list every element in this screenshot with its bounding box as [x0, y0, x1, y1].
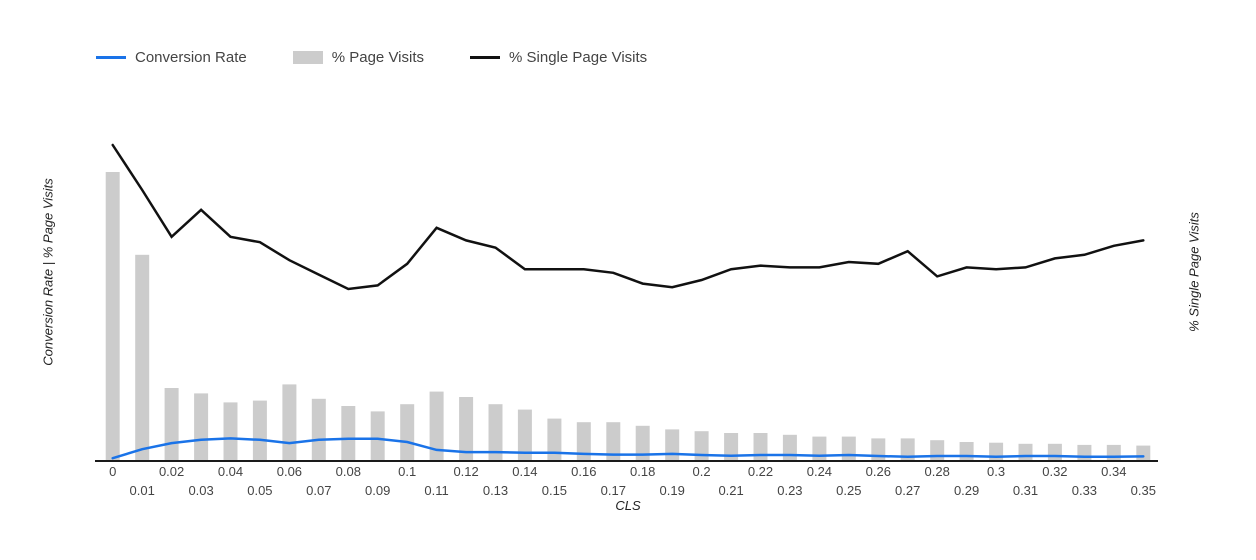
page-visits-bar[interactable]: [724, 433, 739, 460]
x-tick-label: 0.16: [571, 464, 596, 479]
y-left-axis-title: Conversion Rate | % Page Visits: [40, 178, 56, 366]
page-visits-bar[interactable]: [871, 438, 886, 460]
x-tick-label: 0.11: [424, 483, 448, 498]
x-tick-label: 0.34: [1101, 464, 1126, 479]
legend-item-single-page-visits: % Single Page Visits: [470, 49, 647, 66]
x-tick-label: 0.01: [130, 483, 155, 498]
legend-label-page-visits: % Page Visits: [331, 49, 425, 66]
page-visits-bar[interactable]: [1136, 445, 1151, 460]
x-tick-label: 0.12: [453, 464, 478, 479]
legend-label-conversion-rate: Conversion Rate: [135, 49, 247, 66]
page-visits-bar[interactable]: [517, 409, 532, 460]
y-right-axis-title: % Single Page Visits: [1186, 212, 1202, 332]
x-tick-label: 0.06: [277, 464, 302, 479]
page-visits-bar[interactable]: [429, 391, 444, 460]
page-visits-bar[interactable]: [547, 418, 562, 460]
page-visits-bar[interactable]: [665, 429, 680, 460]
page-visits-bar[interactable]: [252, 400, 267, 460]
x-tick-label: 0.02: [159, 464, 184, 479]
x-tick-label: 0.15: [542, 483, 567, 498]
page-visits-bar[interactable]: [282, 384, 297, 460]
x-tick-label: 0.32: [1042, 464, 1067, 479]
conversion-rate-line-swatch: [96, 56, 126, 59]
x-tick-label: 0.18: [630, 464, 655, 479]
x-tick-label: 0.14: [512, 464, 537, 479]
x-tick-label: 0.35: [1131, 483, 1156, 498]
page-visits-bar[interactable]: [105, 172, 120, 460]
page-visits-bar[interactable]: [812, 436, 827, 460]
page-visits-bar[interactable]: [488, 404, 503, 460]
legend-label-single-page-visits: % Single Page Visits: [509, 49, 648, 66]
x-tick-label: 0.31: [1013, 483, 1038, 498]
x-tick-label: 0: [109, 464, 116, 479]
x-tick-label: 0.1: [398, 464, 416, 479]
page-visits-bar[interactable]: [194, 393, 209, 460]
x-tick-label: 0.04: [218, 464, 243, 479]
page-visits-bar[interactable]: [900, 438, 915, 460]
conversion-rate-line[interactable]: [111, 437, 1145, 460]
page-visits-bar[interactable]: [135, 254, 150, 460]
legend-item-page-visits: % Page Visits: [292, 49, 425, 66]
page-visits-bar[interactable]: [223, 402, 238, 460]
x-tick-label: 0.3: [987, 464, 1005, 479]
single-page-visits-line-swatch: [470, 56, 501, 59]
page-visits-bar[interactable]: [576, 422, 591, 460]
page-visits-bar[interactable]: [311, 398, 326, 460]
page-visits-bar[interactable]: [400, 404, 415, 460]
chart-legend: Conversion Rate % Page Visits % Single P…: [96, 49, 647, 66]
x-tick-label: 0.2: [693, 464, 711, 479]
x-tick-label: 0.08: [336, 464, 361, 479]
x-tick-label: 0.33: [1072, 483, 1097, 498]
page-visits-bar[interactable]: [606, 422, 621, 460]
x-tick-label: 0.19: [660, 483, 685, 498]
x-tick-label: 0.29: [954, 483, 979, 498]
page-visits-bar[interactable]: [164, 388, 179, 460]
page-visits-bar[interactable]: [370, 411, 385, 460]
x-tick-label: 0.17: [601, 483, 626, 498]
page-visits-bar[interactable]: [782, 434, 797, 460]
page-visits-bar[interactable]: [694, 431, 709, 460]
x-tick-label: 0.27: [895, 483, 920, 498]
x-tick-label: 0.05: [247, 483, 272, 498]
page-visits-bar[interactable]: [1047, 443, 1062, 460]
x-tick-label: 0.26: [866, 464, 891, 479]
x-tick-label: 0.13: [483, 483, 508, 498]
page-visits-bar[interactable]: [1018, 443, 1033, 460]
page-visits-bar[interactable]: [753, 433, 768, 460]
x-axis-title: CLS: [615, 498, 641, 513]
x-tick-label: 0.09: [365, 483, 390, 498]
x-tick-label: 0.07: [306, 483, 331, 498]
page-visits-bar[interactable]: [841, 436, 856, 460]
x-tick-label: 0.21: [718, 483, 743, 498]
page-visits-bar[interactable]: [635, 425, 650, 460]
x-tick-label: 0.25: [836, 483, 861, 498]
x-tick-label: 0.22: [748, 464, 773, 479]
page-visits-bar[interactable]: [341, 406, 356, 460]
x-tick-label: 0.28: [925, 464, 950, 479]
legend-item-conversion-rate: Conversion Rate: [96, 49, 247, 66]
x-tick-label: 0.24: [807, 464, 832, 479]
page-visits-bar-swatch: [292, 51, 323, 64]
page-visits-bar[interactable]: [459, 397, 474, 460]
single-page-visits-line[interactable]: [111, 143, 1145, 291]
x-tick-label: 0.03: [188, 483, 213, 498]
x-tick-label: 0.23: [777, 483, 802, 498]
